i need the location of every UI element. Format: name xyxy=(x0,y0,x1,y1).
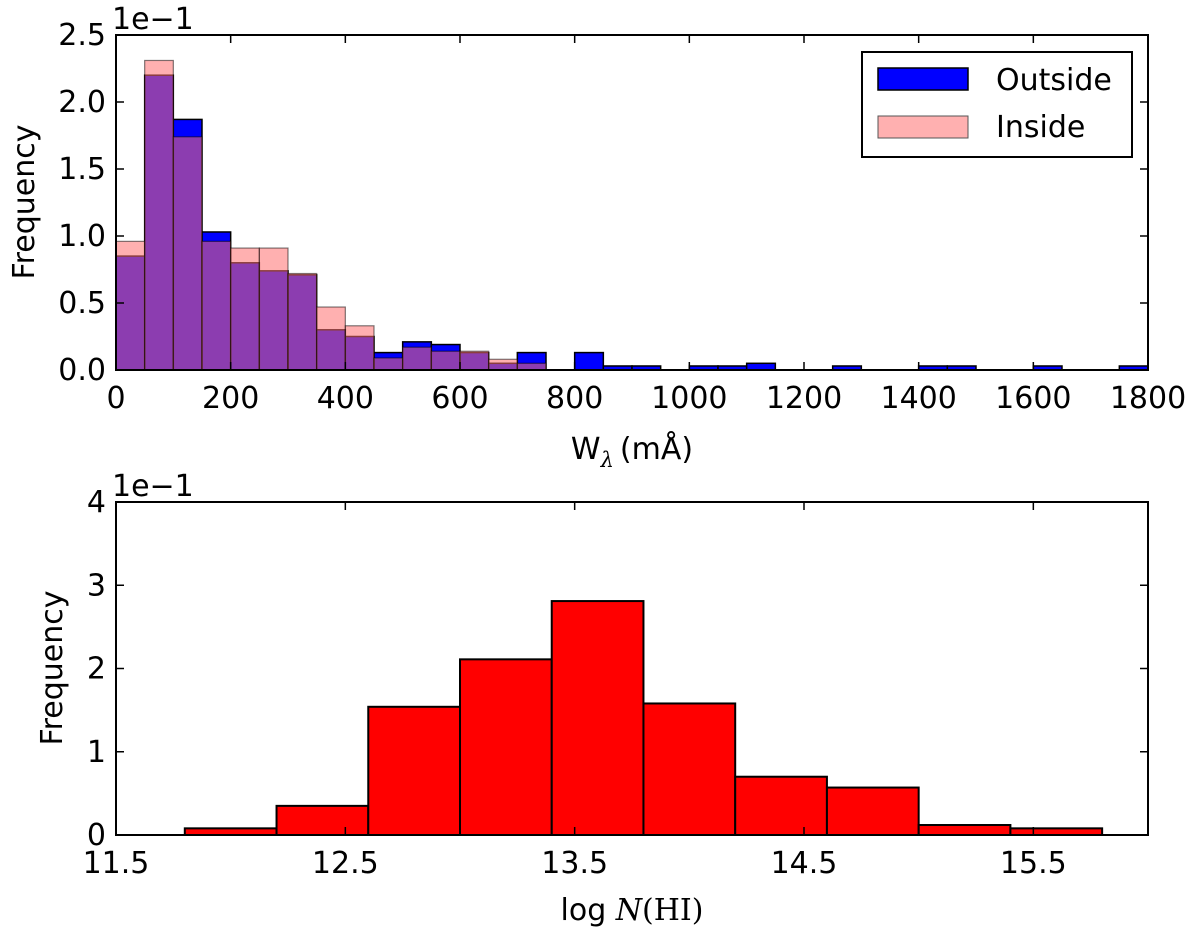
bottom-offset-label: 1e−1 xyxy=(112,469,194,504)
top-y-tick-label: 0.0 xyxy=(58,353,106,388)
nhi-bar xyxy=(917,824,1012,837)
top-y-tick-label: 0.5 xyxy=(58,286,106,321)
outside-bar xyxy=(573,351,605,371)
bottom-x-tick-label: 13.5 xyxy=(541,846,608,881)
inside-bar xyxy=(488,358,518,371)
bottom-y-tick-label: 1 xyxy=(87,735,106,770)
top-y-tick-label: 1.5 xyxy=(58,152,106,187)
top-y-tick-label: 2.5 xyxy=(58,18,106,53)
inside-bar xyxy=(316,306,346,371)
inside-bar xyxy=(144,59,174,371)
bottom-x-tick-label: 14.5 xyxy=(771,846,838,881)
nhi-bar xyxy=(550,600,645,836)
bottom-x-tick-label: 15.5 xyxy=(1000,846,1067,881)
inside-bar xyxy=(430,350,461,371)
legend-label-outside: Outside xyxy=(996,63,1112,98)
inside-bar xyxy=(258,247,289,371)
inside-bar xyxy=(201,240,232,371)
bottom-axis-ticks: 11.5 12.5 13.5 14.5 15.5 0 1 2 3 4 xyxy=(83,485,1148,881)
bottom-x-tick-label: 12.5 xyxy=(312,846,379,881)
top-x-label-main: W xyxy=(571,432,601,467)
top-x-tick-label: 600 xyxy=(431,381,488,416)
top-x-tick-label: 1600 xyxy=(995,381,1071,416)
top-plot-frame xyxy=(115,34,1149,371)
top-x-label-subscript: λ xyxy=(600,448,614,472)
bottom-x-label-suffix: (HI) xyxy=(642,893,703,928)
top-x-tick-label: 200 xyxy=(202,381,259,416)
top-y-axis-label: Frequency xyxy=(7,125,42,280)
top-y-tick-label: 1.0 xyxy=(58,219,106,254)
legend-swatch-inside xyxy=(877,115,969,139)
bottom-x-axis-label: log N(HI) xyxy=(561,893,704,928)
top-inside-bars xyxy=(115,59,547,371)
inside-bar xyxy=(516,362,547,371)
inside-bar xyxy=(402,346,432,371)
top-y-tick-label: 2.0 xyxy=(58,85,106,120)
legend-label-inside: Inside xyxy=(996,110,1085,145)
top-x-label-unit: (mÅ) xyxy=(620,431,693,467)
nhi-bar xyxy=(734,775,828,836)
top-legend: Outside Inside xyxy=(861,51,1133,158)
inside-bar xyxy=(344,325,375,371)
top-x-tick-label: 1400 xyxy=(880,381,956,416)
top-x-tick-label: 800 xyxy=(546,381,603,416)
top-axis-ticks: 0 200 400 600 800 1000 1200 1400 1600 1800 0.0 0.5 1… xyxy=(58,18,1186,416)
bottom-y-tick-label: 3 xyxy=(87,568,106,603)
outside-bar xyxy=(745,362,777,371)
bottom-y-tick-label: 0 xyxy=(87,818,106,853)
top-x-tick-label: 1800 xyxy=(1110,381,1186,416)
top-histogram-panel: 0 200 400 600 800 1000 1200 1400 1600 1800 0.0 0.5 1… xyxy=(7,2,1186,472)
nhi-bar xyxy=(459,658,553,837)
top-x-tick-label: 1000 xyxy=(651,381,727,416)
bottom-y-axis-label: Frequency xyxy=(35,591,70,746)
inside-bar xyxy=(287,272,318,371)
inside-bar xyxy=(172,136,203,371)
top-x-axis-label: Wλ (mÅ) xyxy=(571,431,693,472)
legend-swatch-outside xyxy=(877,67,969,91)
top-x-tick-label: 1200 xyxy=(766,381,842,416)
bottom-y-tick-label: 4 xyxy=(87,485,106,520)
bottom-histogram-panel: 11.5 12.5 13.5 14.5 15.5 0 1 2 3 4 1e−1 Frequency… xyxy=(35,469,1149,928)
top-x-tick-label: 0 xyxy=(106,381,125,416)
inside-bar xyxy=(115,240,146,371)
bottom-x-label-prefix: log xyxy=(561,893,616,928)
bottom-plot-frame xyxy=(115,501,1149,836)
inside-bar xyxy=(373,357,404,371)
inside-bar xyxy=(459,350,490,371)
nhi-bar xyxy=(367,705,461,836)
bottom-x-label-var: N xyxy=(615,893,644,928)
nhi-bar xyxy=(642,702,737,837)
inside-bar xyxy=(230,247,260,371)
nhi-bar xyxy=(825,786,920,836)
top-offset-label: 1e−1 xyxy=(112,2,194,37)
bottom-y-tick-label: 2 xyxy=(87,652,106,687)
nhi-bar xyxy=(275,804,370,836)
top-x-tick-label: 400 xyxy=(317,381,374,416)
bottom-x-tick-label: 11.5 xyxy=(83,846,150,881)
